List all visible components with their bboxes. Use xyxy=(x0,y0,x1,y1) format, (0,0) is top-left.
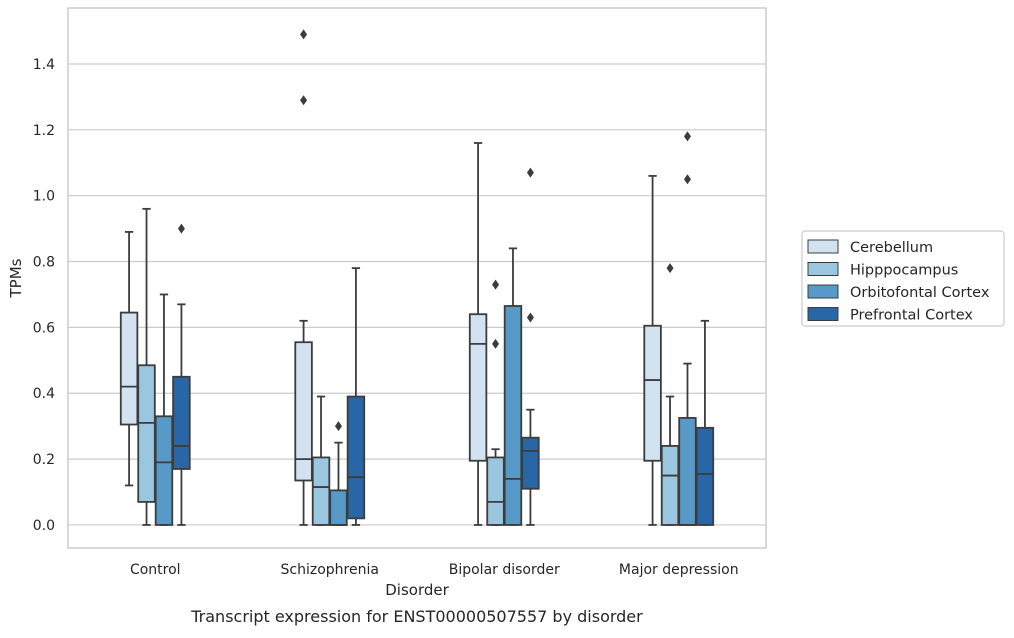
box-iqr xyxy=(695,426,715,526)
outlier-point xyxy=(492,279,500,290)
box-orbitofontal-cortex xyxy=(329,421,348,526)
outlier-point xyxy=(300,95,308,106)
y-axis-label: TPMs xyxy=(7,258,25,298)
box-cerebellum xyxy=(119,231,139,487)
box-layer xyxy=(119,29,715,526)
x-tick-label: Schizophrenia xyxy=(281,562,379,578)
y-tick-label: 0.4 xyxy=(33,386,55,402)
outlier-point xyxy=(526,167,534,178)
box-hipppocampus xyxy=(660,263,680,526)
legend-label: Cerebellum xyxy=(850,240,933,256)
y-tick-label: 0.8 xyxy=(33,255,55,271)
box-iqr xyxy=(346,395,366,520)
outlier-point xyxy=(300,29,308,40)
box-hipppocampus xyxy=(311,395,331,526)
outlier-point xyxy=(492,338,500,349)
y-tick-labels: 0.0 0.2 0.4 0.6 0.8 1.0 1.2 1.4 xyxy=(33,57,55,534)
box-cerebellum xyxy=(643,175,662,526)
box-iqr xyxy=(311,456,331,526)
legend-swatch xyxy=(807,307,839,321)
x-tick-label: Bipolar disorder xyxy=(449,562,560,578)
outlier-point xyxy=(526,312,534,323)
y-tick-label: 0.2 xyxy=(33,452,55,468)
box-iqr xyxy=(678,417,697,526)
box-iqr xyxy=(137,364,156,503)
box-iqr xyxy=(660,445,680,526)
figure-caption: Transcript expression for ENST0000050755… xyxy=(190,607,643,626)
outlier-point xyxy=(334,421,342,432)
box-iqr xyxy=(503,305,523,526)
box-cerebellum xyxy=(468,142,488,526)
outlier-point xyxy=(683,174,691,185)
box-iqr xyxy=(154,415,174,526)
y-tick-label: 1.4 xyxy=(33,57,55,73)
legend-swatch xyxy=(807,284,839,299)
box-iqr xyxy=(486,456,505,526)
box-iqr xyxy=(119,311,139,426)
legend: Cerebellum Hipppocampus Orbitofontal Corte… xyxy=(801,230,1005,327)
box-hipppocampus xyxy=(486,279,505,526)
outlier-point xyxy=(683,131,691,142)
x-tick-labels: Control Schizophrenia Bipolar disorder Majo… xyxy=(130,562,739,578)
box-prefrontal-cortex xyxy=(172,223,191,526)
plot-frame xyxy=(67,7,767,549)
box-iqr xyxy=(643,324,662,462)
box-iqr xyxy=(521,436,540,490)
y-tick-label: 0.6 xyxy=(33,320,55,336)
box-iqr xyxy=(294,341,313,482)
box-prefrontal-cortex xyxy=(346,267,366,526)
outlier-point xyxy=(177,223,185,234)
legend-frame xyxy=(801,230,1005,327)
x-axis-label: Disorder xyxy=(385,581,449,599)
y-tick-label: 1.2 xyxy=(33,123,55,139)
box-cerebellum xyxy=(294,29,313,526)
box-orbitofontal-cortex xyxy=(678,131,697,526)
y-tick-label: 0.0 xyxy=(33,518,55,534)
box-hipppocampus xyxy=(137,207,156,526)
box-prefrontal-cortex xyxy=(521,167,540,526)
legend-label: Prefrontal Cortex xyxy=(850,308,973,324)
box-iqr xyxy=(172,375,191,470)
outlier-point xyxy=(666,263,674,274)
legend-label: Hipppocampus xyxy=(850,263,958,279)
legend-label: Orbitofontal Cortex xyxy=(850,285,990,301)
x-tick-label: Control xyxy=(130,562,181,578)
y-tick-label: 1.0 xyxy=(33,189,55,205)
box-prefrontal-cortex xyxy=(695,319,715,526)
x-tick-label: Major depression xyxy=(619,562,739,578)
box-iqr xyxy=(329,489,348,526)
legend-swatch xyxy=(807,239,839,254)
box-iqr xyxy=(468,313,488,462)
legend-swatch xyxy=(807,262,839,276)
box-orbitofontal-cortex xyxy=(503,247,523,526)
box-orbitofontal-cortex xyxy=(154,293,174,526)
